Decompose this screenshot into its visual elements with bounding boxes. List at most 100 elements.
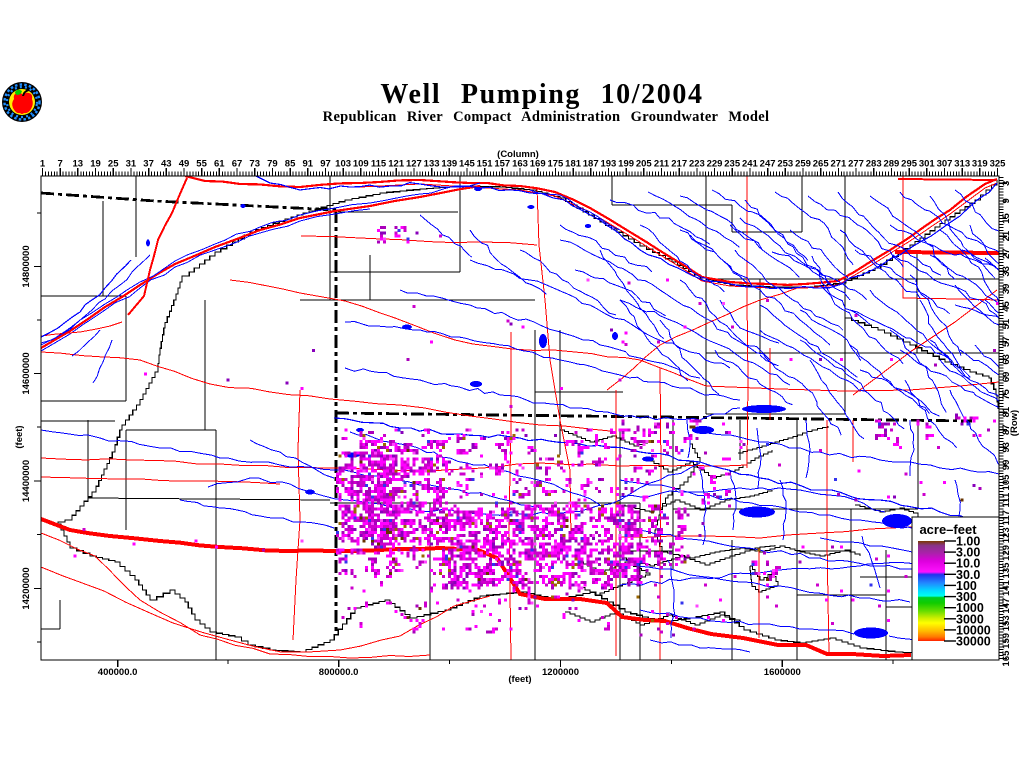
svg-text:295: 295: [901, 159, 918, 170]
svg-text:51: 51: [1001, 318, 1012, 329]
svg-text:87: 87: [1001, 424, 1012, 435]
svg-text:45: 45: [1001, 301, 1012, 312]
svg-text:229: 229: [707, 159, 723, 170]
svg-text:157: 157: [494, 159, 510, 170]
svg-text:123: 123: [1001, 527, 1012, 543]
svg-text:57: 57: [1001, 336, 1012, 347]
svg-text:235: 235: [724, 159, 741, 170]
svg-text:19: 19: [90, 159, 101, 170]
svg-text:(feet): (feet): [508, 674, 531, 685]
svg-text:199: 199: [618, 159, 634, 170]
svg-text:1600000: 1600000: [764, 667, 801, 678]
svg-text:1.00: 1.00: [956, 535, 980, 549]
svg-text:30.0: 30.0: [956, 568, 980, 582]
svg-text:10.0: 10.0: [956, 557, 980, 571]
svg-text:103: 103: [335, 159, 351, 170]
svg-text:319: 319: [972, 159, 988, 170]
svg-text:193: 193: [600, 159, 616, 170]
svg-text:14200000: 14200000: [21, 567, 32, 609]
svg-text:25: 25: [108, 159, 119, 170]
svg-text:127: 127: [406, 159, 422, 170]
svg-text:75: 75: [1001, 389, 1012, 400]
svg-text:105: 105: [1001, 474, 1012, 491]
svg-text:33: 33: [1001, 266, 1012, 277]
svg-text:1200000: 1200000: [542, 667, 579, 678]
svg-text:3.00: 3.00: [956, 546, 980, 560]
svg-text:217: 217: [671, 159, 687, 170]
svg-text:139: 139: [441, 159, 457, 170]
svg-text:169: 169: [530, 159, 546, 170]
svg-text:81: 81: [1001, 406, 1012, 417]
svg-text:253: 253: [777, 159, 793, 170]
svg-text:325: 325: [990, 159, 1007, 170]
svg-text:27: 27: [1001, 248, 1012, 259]
svg-text:49: 49: [179, 159, 190, 170]
svg-text:(feet): (feet): [14, 425, 25, 448]
svg-text:93: 93: [1001, 442, 1012, 453]
svg-text:277: 277: [848, 159, 864, 170]
svg-text:133: 133: [424, 159, 440, 170]
svg-text:135: 135: [1001, 562, 1012, 579]
svg-text:283: 283: [866, 159, 882, 170]
svg-text:63: 63: [1001, 354, 1012, 365]
svg-text:301: 301: [919, 159, 936, 170]
svg-text:121: 121: [388, 159, 405, 170]
svg-text:69: 69: [1001, 372, 1012, 383]
svg-text:14800000: 14800000: [21, 245, 32, 287]
svg-text:30000: 30000: [956, 635, 991, 649]
svg-text:(Row): (Row): [1009, 410, 1020, 436]
svg-text:205: 205: [636, 159, 653, 170]
svg-text:1: 1: [40, 159, 46, 170]
svg-text:85: 85: [285, 159, 296, 170]
svg-text:159: 159: [1001, 633, 1012, 649]
svg-text:43: 43: [161, 159, 172, 170]
svg-text:acre–feet: acre–feet: [919, 522, 977, 537]
svg-text:307: 307: [937, 159, 953, 170]
svg-text:129: 129: [1001, 545, 1012, 561]
svg-text:21: 21: [1001, 230, 1012, 241]
svg-text:Well Pumping 10/2004: Well Pumping 10/2004: [380, 79, 703, 110]
svg-text:175: 175: [547, 159, 564, 170]
svg-text:211: 211: [654, 159, 670, 170]
svg-text:15: 15: [1001, 213, 1012, 224]
svg-text:145: 145: [459, 159, 476, 170]
svg-text:14400000: 14400000: [21, 460, 32, 502]
svg-text:79: 79: [267, 159, 278, 170]
svg-text:111: 111: [1001, 492, 1012, 508]
svg-text:400000.0: 400000.0: [98, 667, 138, 678]
svg-text:147: 147: [1001, 598, 1012, 614]
svg-text:223: 223: [689, 159, 705, 170]
svg-text:187: 187: [583, 159, 599, 170]
svg-text:109: 109: [353, 159, 369, 170]
svg-text:241: 241: [742, 159, 759, 170]
svg-text:31: 31: [126, 159, 137, 170]
svg-text:181: 181: [565, 159, 582, 170]
svg-text:39: 39: [1001, 284, 1012, 295]
svg-text:9: 9: [1001, 198, 1012, 203]
svg-text:7: 7: [58, 159, 63, 170]
svg-text:13: 13: [73, 159, 84, 170]
svg-text:1000: 1000: [956, 601, 984, 615]
svg-text:14600000: 14600000: [21, 352, 32, 394]
svg-text:37: 37: [143, 159, 154, 170]
svg-text:55: 55: [196, 159, 207, 170]
svg-text:265: 265: [813, 159, 830, 170]
svg-text:153: 153: [1001, 615, 1012, 631]
svg-text:271: 271: [830, 159, 847, 170]
svg-text:3000: 3000: [956, 612, 984, 626]
svg-text:115: 115: [371, 159, 387, 170]
svg-text:151: 151: [477, 159, 494, 170]
svg-text:800000.0: 800000.0: [319, 667, 359, 678]
svg-text:99: 99: [1001, 460, 1012, 471]
svg-text:165: 165: [1001, 650, 1012, 667]
svg-text:10000: 10000: [956, 623, 991, 637]
svg-text:Republican River Compact Admin: Republican River Compact Administration …: [323, 109, 770, 125]
svg-text:247: 247: [760, 159, 776, 170]
svg-text:300: 300: [956, 590, 977, 604]
svg-text:100: 100: [956, 579, 977, 593]
svg-text:117: 117: [1001, 510, 1012, 525]
svg-text:61: 61: [214, 159, 225, 170]
svg-text:67: 67: [232, 159, 243, 170]
svg-text:(Column): (Column): [497, 149, 539, 160]
svg-text:97: 97: [320, 159, 331, 170]
